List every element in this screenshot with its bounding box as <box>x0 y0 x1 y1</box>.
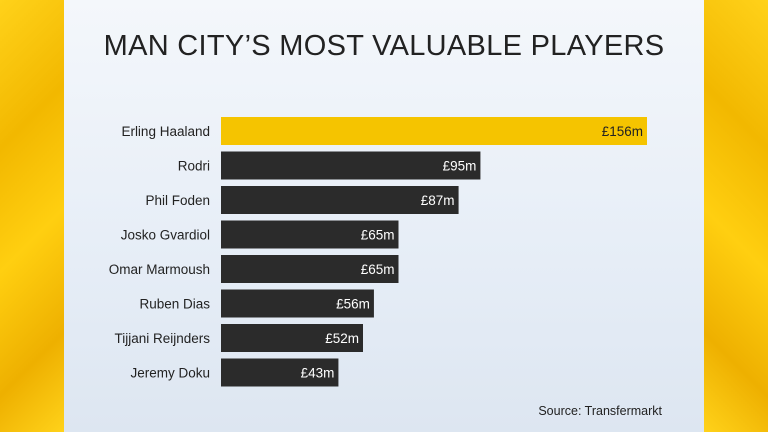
bar-highlighted <box>221 117 647 145</box>
bar <box>221 255 399 283</box>
value-label: £65m <box>361 262 395 277</box>
right-yellow-border <box>704 0 768 432</box>
left-yellow-border <box>0 0 64 432</box>
chart-title: MAN CITY’S MOST VALUABLE PLAYERS <box>103 30 665 62</box>
value-label: £52m <box>325 331 359 346</box>
bar <box>221 289 374 318</box>
value-label: £43m <box>301 366 335 381</box>
category-label: Jeremy Doku <box>130 366 210 381</box>
value-label: £65m <box>361 228 395 243</box>
value-label: £87m <box>421 193 455 208</box>
category-label: Erling Haaland <box>121 124 210 139</box>
bar <box>221 186 459 214</box>
source-note: Source: Transfermarkt <box>538 404 662 418</box>
category-label: Josko Gvardiol <box>121 228 210 243</box>
category-label: Tijjani Reijnders <box>114 331 210 346</box>
bar <box>221 151 481 180</box>
chart-panel <box>64 0 704 432</box>
value-label: £95m <box>443 159 477 174</box>
bar <box>221 324 363 352</box>
value-label: £156m <box>602 124 643 139</box>
category-label: Rodri <box>178 159 210 174</box>
category-label: Ruben Dias <box>139 297 210 312</box>
value-label: £56m <box>336 297 370 312</box>
bar <box>221 220 399 249</box>
category-label: Omar Marmoush <box>109 262 210 277</box>
bar <box>221 358 339 387</box>
category-label: Phil Foden <box>145 193 210 208</box>
